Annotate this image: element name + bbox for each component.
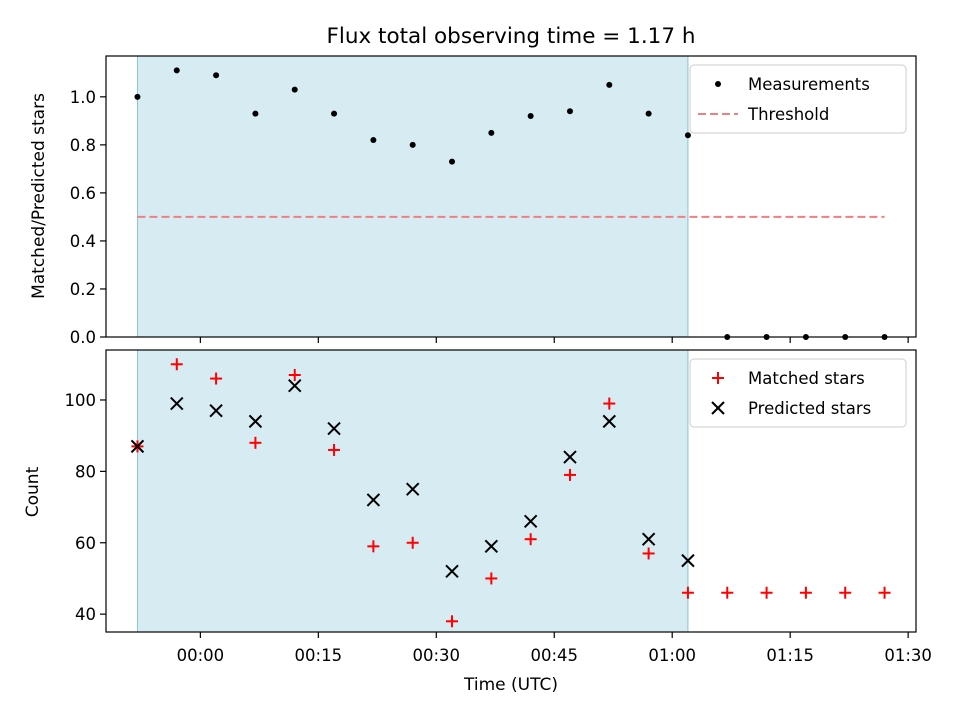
legend-box: [689, 64, 907, 134]
x-tick-label: 00:30: [413, 646, 461, 665]
data-point-x: [248, 414, 263, 429]
data-point-plus: [839, 586, 852, 599]
data-point-plus: [524, 533, 537, 546]
axes-frame: [105, 349, 917, 633]
x-tick-label: 00:15: [295, 646, 343, 665]
data-point-dot: [449, 158, 456, 165]
y-tick-label: 80: [75, 462, 96, 481]
data-point-dot: [488, 129, 495, 136]
legend-label: Measurements: [748, 75, 870, 94]
data-point-dot: [370, 137, 377, 144]
legend-swatch-x: [711, 401, 725, 415]
data-point-x: [681, 553, 695, 568]
x-tick-label: 00:45: [530, 646, 578, 665]
data-point-plus: [760, 586, 773, 599]
x-axis-label: Time (UTC): [463, 675, 558, 695]
legend-label: Threshold: [747, 105, 829, 124]
y-tick-label: 0.0: [70, 328, 96, 347]
x-tick-label: 01:15: [766, 646, 814, 665]
y-tick-label: 0.4: [70, 232, 96, 251]
data-point-plus: [681, 586, 694, 599]
y-tick-label: 0.8: [70, 136, 96, 155]
y-tick-label: 60: [75, 534, 96, 553]
data-point-plus: [367, 540, 380, 553]
chart-title: Flux total observing time = 1.17 h: [327, 24, 696, 49]
observing-span: [136, 349, 689, 633]
x-tick-label: 01:00: [648, 646, 696, 665]
data-point-x: [563, 450, 577, 464]
data-point-plus: [799, 586, 812, 599]
y-tick-label: 0.6: [70, 184, 96, 203]
data-point-dot: [409, 141, 416, 148]
y-tick-label: 1.0: [70, 88, 96, 107]
data-point-plus: [328, 443, 341, 456]
data-point-plus: [288, 368, 301, 381]
data-point-x: [366, 493, 381, 507]
axes-frame: [105, 55, 917, 338]
legend-label: Predicted stars: [748, 399, 871, 418]
data-point-plus: [446, 615, 459, 628]
data-point-x: [445, 564, 459, 579]
y-tick-label: 0.2: [70, 280, 96, 299]
bottom-y-axis-label: Count: [23, 466, 43, 517]
x-tick-label: 01:30: [884, 646, 932, 665]
data-point-dot: [252, 110, 259, 117]
data-point-dot: [134, 93, 141, 100]
data-point-x: [327, 421, 341, 436]
data-point-x: [641, 532, 656, 546]
y-tick-label: 40: [75, 605, 96, 624]
data-point-dot: [684, 132, 691, 139]
data-point-plus: [642, 547, 655, 560]
data-point-x: [523, 514, 538, 529]
data-point-x: [484, 539, 499, 554]
data-point-dot: [606, 81, 613, 88]
top-panel: 0.0 0.2 0.4 0.6 0.8 1.0 Measurements Threshold: [70, 55, 917, 347]
legend-swatch-plus: [712, 372, 724, 384]
x-tick-label: 00:00: [177, 646, 225, 665]
data-point-dot: [291, 86, 298, 93]
data-point-dot: [527, 113, 534, 120]
data-point-plus: [721, 586, 734, 599]
data-point-x: [209, 403, 223, 418]
data-point-plus: [603, 397, 616, 410]
legend-box: [689, 358, 907, 428]
data-point-dot: [331, 110, 338, 117]
data-point-dot: [566, 108, 573, 115]
y-tick-label: 100: [65, 391, 97, 410]
legend-label: Matched stars: [748, 369, 865, 388]
data-point-plus: [485, 572, 498, 585]
data-point-x: [602, 414, 617, 429]
data-point-x: [405, 482, 420, 496]
data-point-dot: [213, 72, 220, 79]
data-point-dot: [645, 110, 652, 117]
legend-swatch-dot: [715, 81, 721, 87]
data-point-plus: [406, 536, 419, 549]
data-point-x: [130, 439, 145, 454]
top-y-axis-label: Matched/Predicted stars: [29, 93, 49, 299]
data-point-plus: [563, 468, 576, 481]
data-point-plus: [210, 372, 223, 385]
bottom-panel: 40 60 80 100 00:00 00:15 00:30 00:45 01:00 01:15 0…: [65, 349, 932, 665]
observing-span: [136, 55, 689, 338]
data-point-x: [288, 378, 302, 393]
data-point-plus: [170, 358, 183, 371]
data-point-dot: [173, 67, 180, 74]
data-point-plus: [249, 436, 262, 449]
data-point-x: [170, 396, 184, 411]
data-point-plus: [878, 586, 891, 599]
